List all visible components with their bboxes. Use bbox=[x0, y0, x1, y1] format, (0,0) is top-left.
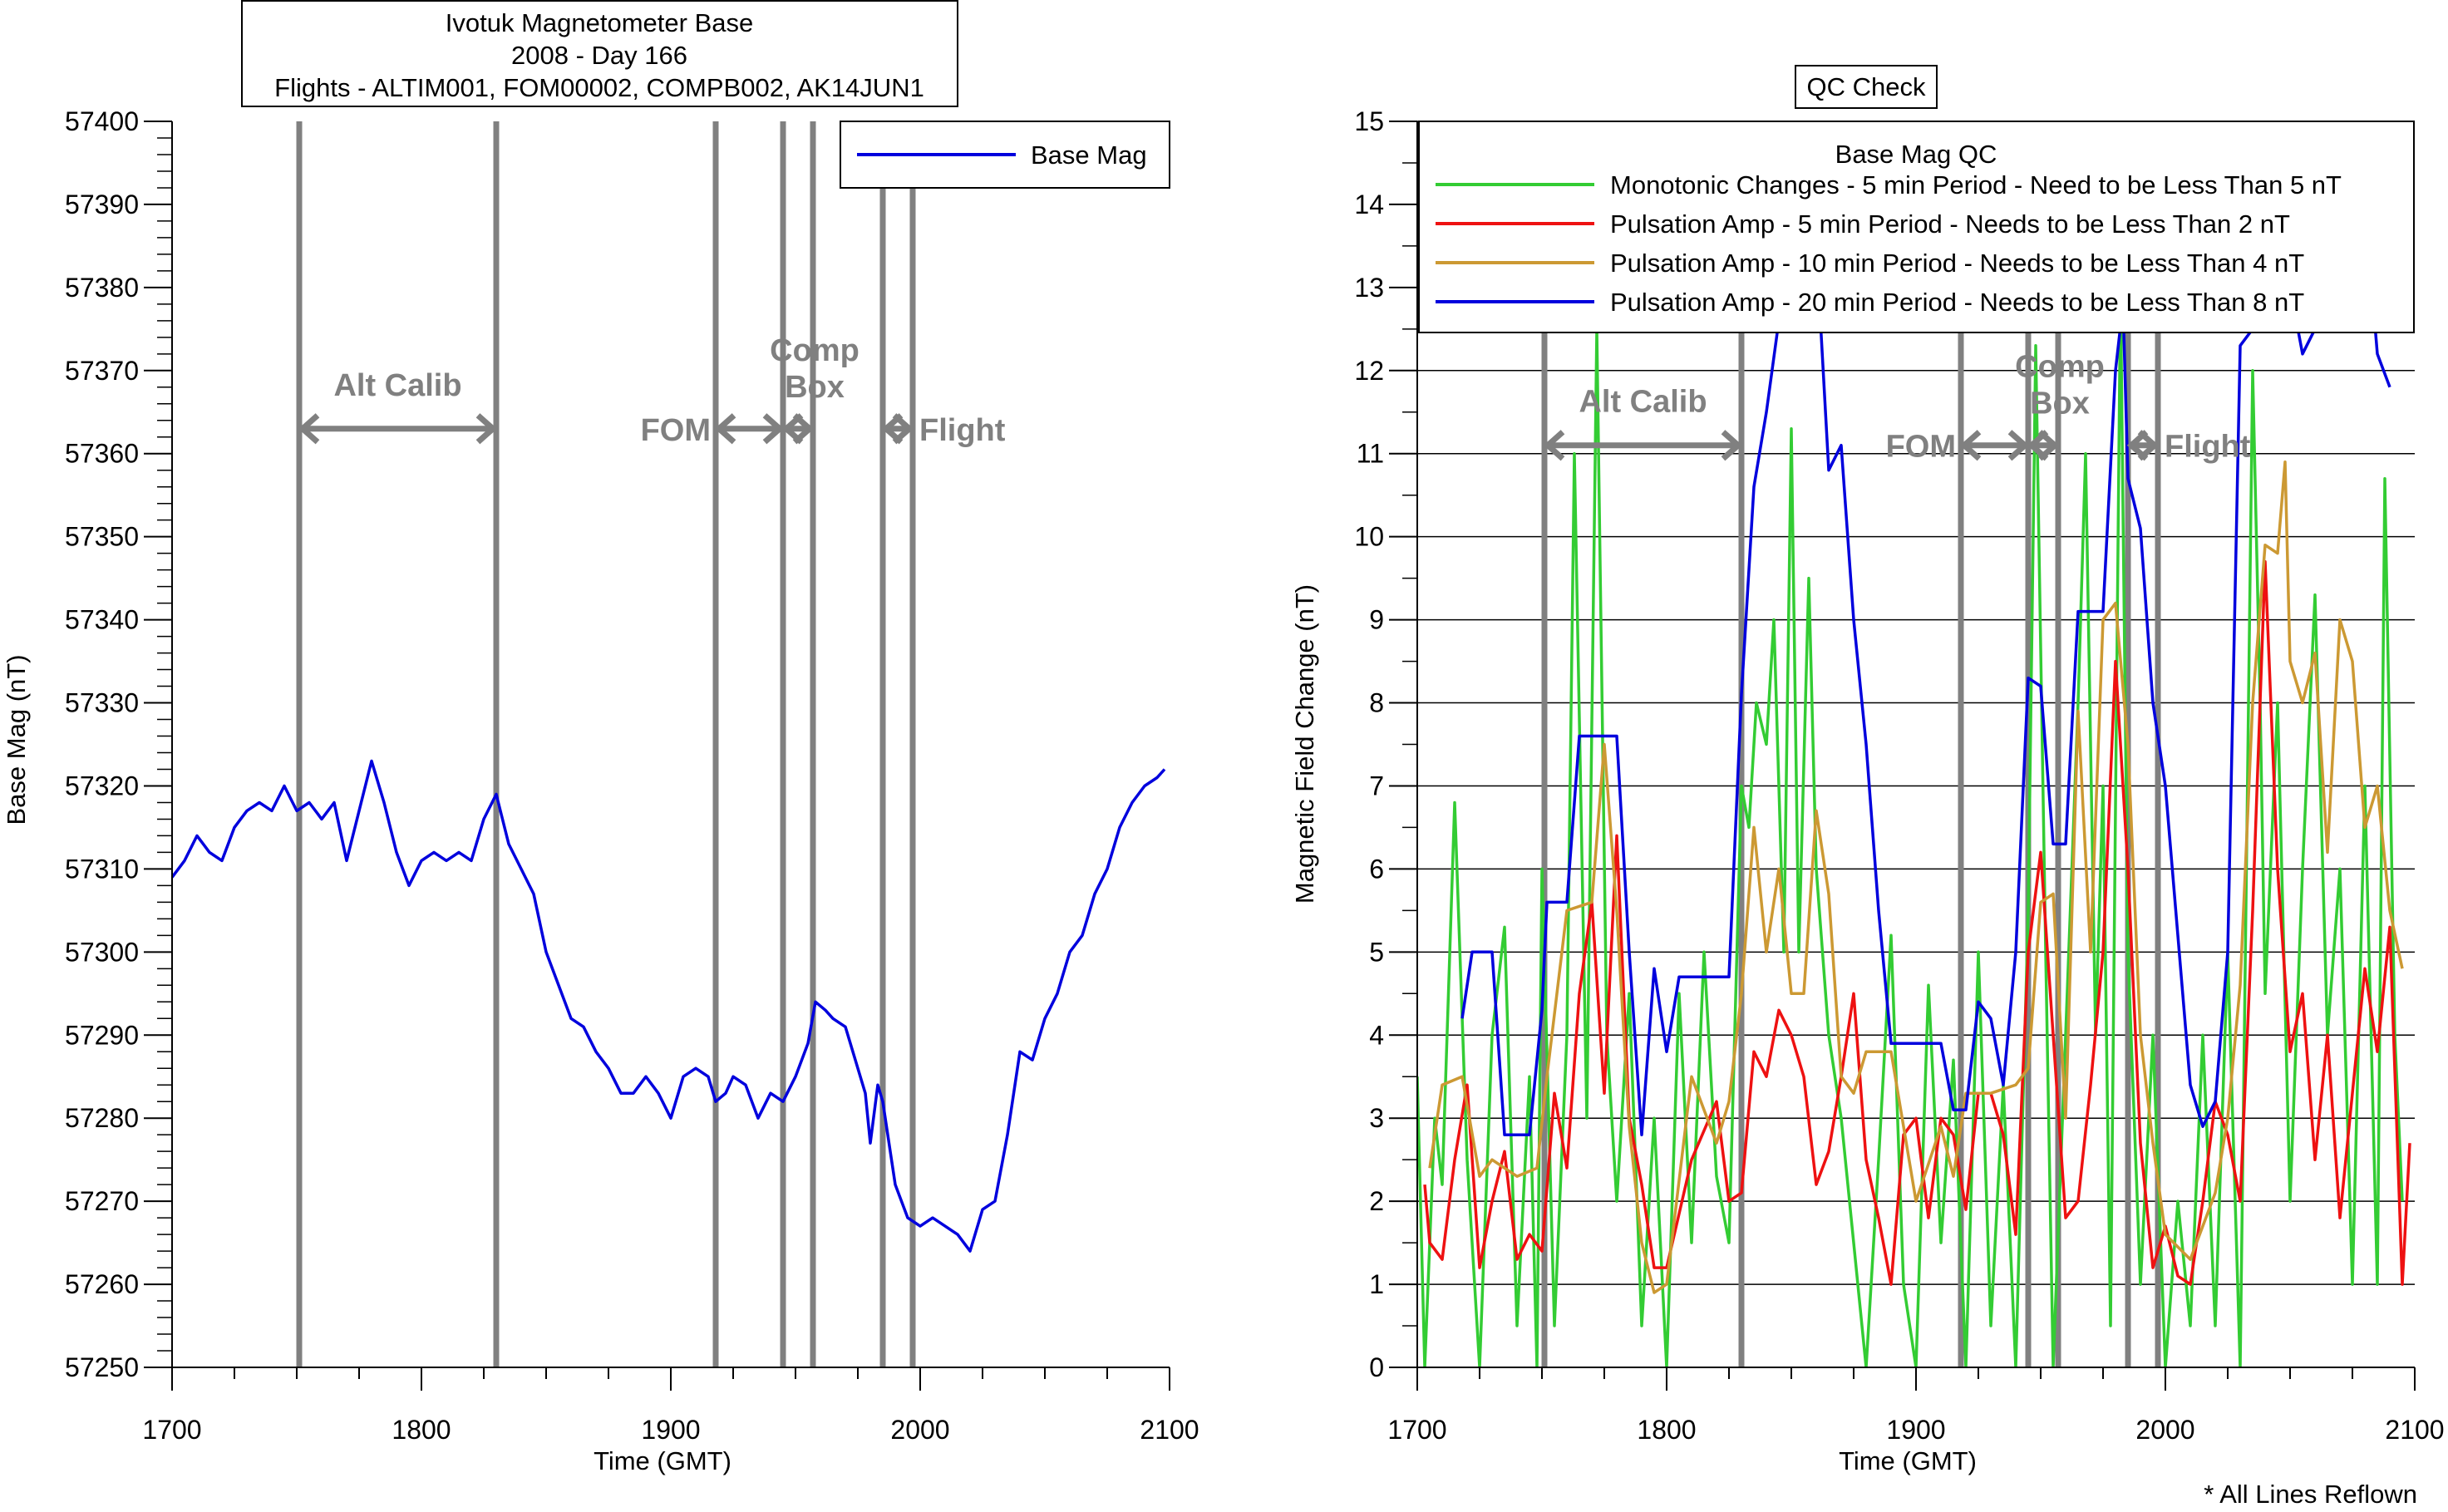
x-tick-label: 2000 bbox=[2135, 1415, 2194, 1445]
chart-title-line: 2008 - Day 166 bbox=[511, 41, 687, 70]
y-tick-label: 2 bbox=[1369, 1186, 1384, 1216]
y-tick-label: 4 bbox=[1369, 1020, 1384, 1050]
x-tick-label: 2100 bbox=[1140, 1415, 1199, 1445]
annotation-label: Comp Box bbox=[770, 333, 860, 405]
arrow-head bbox=[792, 413, 815, 445]
y-tick-label: 5 bbox=[1369, 937, 1384, 967]
arrow-head bbox=[1959, 430, 1982, 461]
chart-title: QC Check bbox=[1807, 72, 1926, 101]
y-tick-label: 57310 bbox=[65, 854, 139, 884]
legend-label: Pulsation Amp - 20 min Period - Needs to… bbox=[1610, 288, 2304, 317]
arrow-head bbox=[1543, 430, 1565, 461]
y-tick-label: 15 bbox=[1354, 106, 1384, 136]
annotation-label-line: Comp bbox=[770, 333, 860, 368]
annotation-label: Flight bbox=[2165, 430, 2251, 465]
y-tick-label: 1 bbox=[1369, 1269, 1384, 1299]
y-tick-label: 12 bbox=[1354, 356, 1384, 386]
arrow-head bbox=[475, 413, 498, 445]
annotation-label-line: Box bbox=[2030, 387, 2090, 421]
y-tick-label: 11 bbox=[1357, 439, 1384, 469]
y-tick-label: 57380 bbox=[65, 273, 139, 303]
x-tick-label: 1800 bbox=[1637, 1415, 1696, 1445]
chart-title-line: Ivotuk Magnetometer Base bbox=[446, 8, 753, 37]
title-box bbox=[241, 0, 958, 107]
annotation-label: Comp Box bbox=[2015, 350, 2105, 421]
annotation-label-line: Box bbox=[785, 370, 845, 405]
x-tick-label: 1700 bbox=[142, 1415, 201, 1445]
arrow-head bbox=[2137, 430, 2160, 461]
y-axis-label: Magnetic Field Change (nT) bbox=[1290, 584, 1319, 904]
annotation-label-line: Comp bbox=[2015, 350, 2105, 385]
legend-box bbox=[1418, 121, 2415, 333]
base-mag-chart: Alt Calib FOM Comp Box Flight 57250 57260 57270… bbox=[2, 0, 1199, 1475]
y-tick-label: 3 bbox=[1369, 1103, 1384, 1133]
annotation-label: FOM bbox=[1886, 430, 1956, 465]
series-line bbox=[1460, 203, 2391, 1136]
y-tick-label: 0 bbox=[1369, 1352, 1384, 1382]
series-line bbox=[1417, 286, 2404, 1367]
y-tick-label: 57400 bbox=[65, 106, 139, 136]
annotation-label: Alt Calib bbox=[1579, 385, 1707, 420]
y-tick-label: 7 bbox=[1369, 771, 1384, 800]
arrow-head bbox=[714, 413, 736, 445]
y-tick-label: 57390 bbox=[65, 190, 139, 219]
y-axis-label: Base Mag (nT) bbox=[2, 654, 31, 825]
x-tick-label: 1900 bbox=[1886, 1415, 1945, 1445]
y-tick-label: 6 bbox=[1369, 854, 1384, 884]
y-tick-label: 9 bbox=[1369, 605, 1384, 635]
legend-label: Pulsation Amp - 10 min Period - Needs to… bbox=[1610, 249, 2304, 278]
legend-label: Base Mag bbox=[1031, 140, 1147, 170]
y-tick-label: 57260 bbox=[65, 1269, 139, 1299]
legend-title: Base Mag QC bbox=[1835, 140, 1997, 169]
chart-title-line: Flights - ALTIM001, FOM00002, COMPB002, … bbox=[274, 73, 924, 102]
arrow-head bbox=[2007, 430, 2030, 461]
y-tick-label: 8 bbox=[1369, 688, 1384, 718]
y-tick-label: 57280 bbox=[65, 1103, 139, 1133]
title-box bbox=[1795, 65, 1938, 109]
annotation-label: Flight bbox=[919, 413, 1006, 448]
x-tick-label: 2100 bbox=[2385, 1415, 2444, 1445]
annotation-label: FOM bbox=[641, 413, 711, 448]
arrow-head bbox=[2037, 430, 2060, 461]
y-tick-label: 57330 bbox=[65, 688, 139, 718]
series-group bbox=[1417, 203, 2411, 1367]
y-tick-label: 57290 bbox=[65, 1020, 139, 1050]
y-tick-label: 57370 bbox=[65, 356, 139, 386]
series-line bbox=[1423, 559, 2411, 1286]
series-group bbox=[172, 759, 1166, 1253]
y-tick-label: 57360 bbox=[65, 439, 139, 469]
y-tick-label: 13 bbox=[1354, 273, 1384, 303]
series-line bbox=[172, 759, 1166, 1253]
x-axis-label: Time (GMT) bbox=[594, 1446, 731, 1475]
legend-label: Pulsation Amp - 5 min Period - Needs to … bbox=[1610, 209, 2290, 239]
annotation-label: Alt Calib bbox=[333, 368, 461, 403]
y-tick-label: 14 bbox=[1354, 190, 1384, 219]
x-axis-label: Time (GMT) bbox=[1839, 1446, 1977, 1475]
y-tick-label: 57320 bbox=[65, 771, 139, 800]
series-line bbox=[1428, 460, 2404, 1294]
y-tick-label: 57250 bbox=[65, 1352, 139, 1382]
x-tick-label: 1900 bbox=[641, 1415, 700, 1445]
arrow-head bbox=[1721, 430, 1743, 461]
y-tick-label: 57350 bbox=[65, 522, 139, 552]
x-tick-label: 1700 bbox=[1387, 1415, 1446, 1445]
arrow-head bbox=[762, 413, 785, 445]
y-tick-label: 57300 bbox=[65, 937, 139, 967]
y-tick-label: 10 bbox=[1354, 522, 1384, 552]
y-tick-label: 57340 bbox=[65, 605, 139, 635]
footnote: * All Lines Reflown bbox=[2204, 1480, 2417, 1509]
arrow-head bbox=[298, 413, 320, 445]
arrow-head bbox=[892, 413, 914, 445]
x-tick-label: 1800 bbox=[392, 1415, 451, 1445]
x-tick-label: 2000 bbox=[890, 1415, 949, 1445]
y-tick-label: 57270 bbox=[65, 1186, 139, 1216]
legend-label: Monotonic Changes - 5 min Period - Need … bbox=[1610, 170, 2342, 199]
